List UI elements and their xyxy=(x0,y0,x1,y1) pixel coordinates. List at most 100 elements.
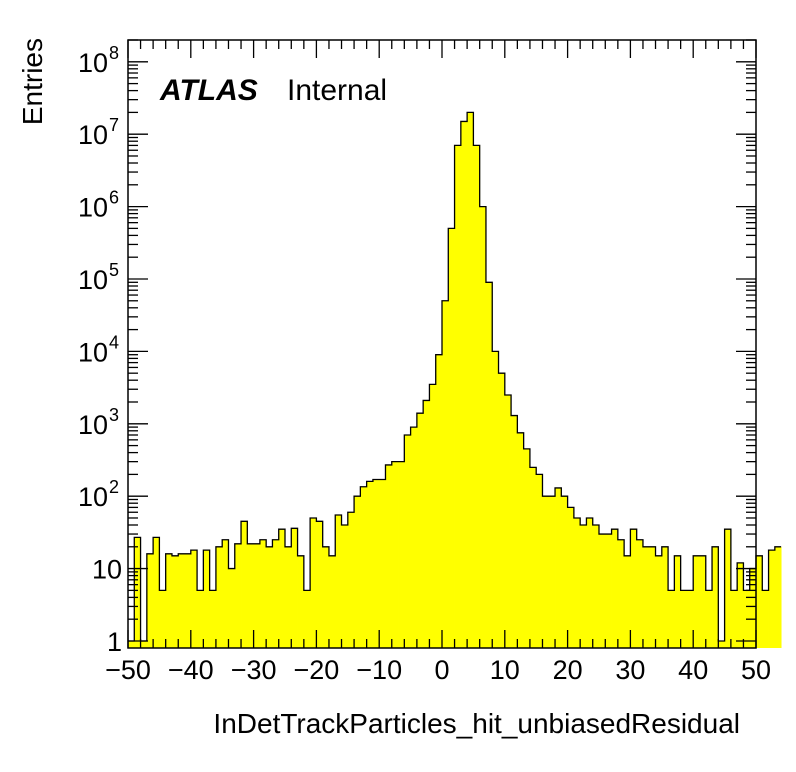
y-tick-exponent: 3 xyxy=(109,405,119,425)
y-tick-label: 10 7 xyxy=(78,115,119,150)
histogram-bin xyxy=(209,590,217,648)
histogram-bin xyxy=(222,539,229,648)
x-tick-label: 0 xyxy=(434,655,449,685)
x-axis-label: InDetTrackParticles_hit_unbiasedResidual xyxy=(213,708,740,739)
y-tick-label: 10 6 xyxy=(78,188,119,223)
histogram-bin xyxy=(680,590,688,648)
y-tick-base: 10 xyxy=(78,482,108,512)
histogram-bin xyxy=(529,467,537,648)
x-tick-label: −40 xyxy=(168,655,214,685)
histogram-bin xyxy=(592,524,600,648)
histogram-bin xyxy=(278,529,286,648)
histogram-bin xyxy=(178,553,185,648)
atlas-label: ATLAS xyxy=(159,74,258,107)
histogram-bin xyxy=(228,568,236,648)
histogram-bin xyxy=(749,568,757,648)
y-tick-label: 10 5 xyxy=(78,260,119,295)
histogram-bin xyxy=(712,546,719,648)
histogram-bin xyxy=(153,537,160,648)
histogram-outline xyxy=(128,111,782,642)
histogram-bin xyxy=(693,555,700,648)
histogram-bin xyxy=(517,432,525,648)
histogram-bin xyxy=(165,553,173,648)
histogram-bin xyxy=(190,550,198,648)
histogram-bin xyxy=(504,394,512,648)
x-tick-labels: −50 −40 −30 −20 −10 0 10 20 30 40 50 xyxy=(105,655,771,685)
y-tick-base: 10 xyxy=(92,555,122,585)
histogram-bin xyxy=(611,529,619,648)
histogram-bin xyxy=(661,546,669,648)
y-tick-exponent: 2 xyxy=(109,477,119,497)
histogram-bin xyxy=(379,479,386,648)
histogram-bin xyxy=(354,496,361,648)
histogram-bin xyxy=(586,517,594,648)
y-tick-base: 10 xyxy=(78,410,108,440)
histogram-bin xyxy=(234,543,242,648)
x-tick-label: 20 xyxy=(553,655,583,685)
histogram-bin xyxy=(404,435,411,648)
histogram-bin xyxy=(372,479,380,648)
histogram-bin xyxy=(322,546,330,648)
histogram-bin xyxy=(366,481,374,648)
histogram-bin xyxy=(636,539,644,648)
x-tick-label: 40 xyxy=(678,655,708,685)
histogram-bin xyxy=(774,546,782,648)
histogram-bin xyxy=(410,427,418,648)
histogram-bin xyxy=(128,640,135,648)
histogram-bin xyxy=(460,121,468,649)
histogram-bin xyxy=(291,528,298,648)
histogram-bin xyxy=(762,590,769,648)
histogram-bin xyxy=(542,496,550,648)
y-tick-exponent: 7 xyxy=(109,115,119,135)
histogram-bin xyxy=(215,546,223,648)
histogram-bin xyxy=(737,562,744,648)
histogram-bin xyxy=(605,534,612,648)
histogram-bin xyxy=(134,537,141,648)
histogram-bin xyxy=(642,546,650,648)
y-tick-exponent: 5 xyxy=(109,260,119,280)
histogram-bin xyxy=(492,351,499,648)
histogram-bin xyxy=(442,300,449,648)
histogram-bin xyxy=(724,529,732,648)
x-tick-label: −10 xyxy=(356,655,402,685)
y-tick-label: 1 xyxy=(107,627,122,657)
histogram-bin xyxy=(561,496,568,648)
histogram-bin xyxy=(429,384,437,648)
x-tick-label: 10 xyxy=(490,655,520,685)
histogram-bin xyxy=(630,529,638,648)
histogram-bin xyxy=(423,400,430,648)
histogram-bin xyxy=(573,517,581,648)
histogram-bin xyxy=(567,507,575,648)
histogram-bin xyxy=(328,555,336,648)
histogram-bin xyxy=(718,640,725,648)
histogram-bin xyxy=(655,555,663,648)
histogram-bin xyxy=(285,546,292,648)
histogram-bin xyxy=(699,555,707,648)
histogram-bin xyxy=(259,539,267,648)
histogram-bin xyxy=(266,546,273,648)
histogram-bin xyxy=(548,496,556,648)
histogram-bin xyxy=(335,514,342,648)
histogram-bin xyxy=(398,461,405,648)
histogram-bin xyxy=(159,590,167,648)
y-tick-base: 10 xyxy=(78,48,108,78)
histogram-bin xyxy=(617,539,625,648)
y-axis-label: Entries xyxy=(17,38,48,125)
histogram-bin xyxy=(649,546,656,648)
histogram-bars xyxy=(128,111,782,649)
histogram-bin xyxy=(705,590,713,648)
y-tick-label: 10 2 xyxy=(78,477,119,512)
x-tick-label: −50 xyxy=(105,655,151,685)
histogram-bin xyxy=(536,474,543,648)
y-tick-label: 10 3 xyxy=(78,405,119,440)
histogram-bin xyxy=(272,539,280,648)
histogram-bin xyxy=(756,555,763,648)
y-tick-label: 10 8 xyxy=(78,43,119,78)
histogram-bin xyxy=(347,512,355,648)
histogram-bin xyxy=(599,534,606,648)
histogram-bin xyxy=(467,112,474,649)
histogram-bin xyxy=(448,228,455,648)
histogram-bin xyxy=(385,464,393,648)
